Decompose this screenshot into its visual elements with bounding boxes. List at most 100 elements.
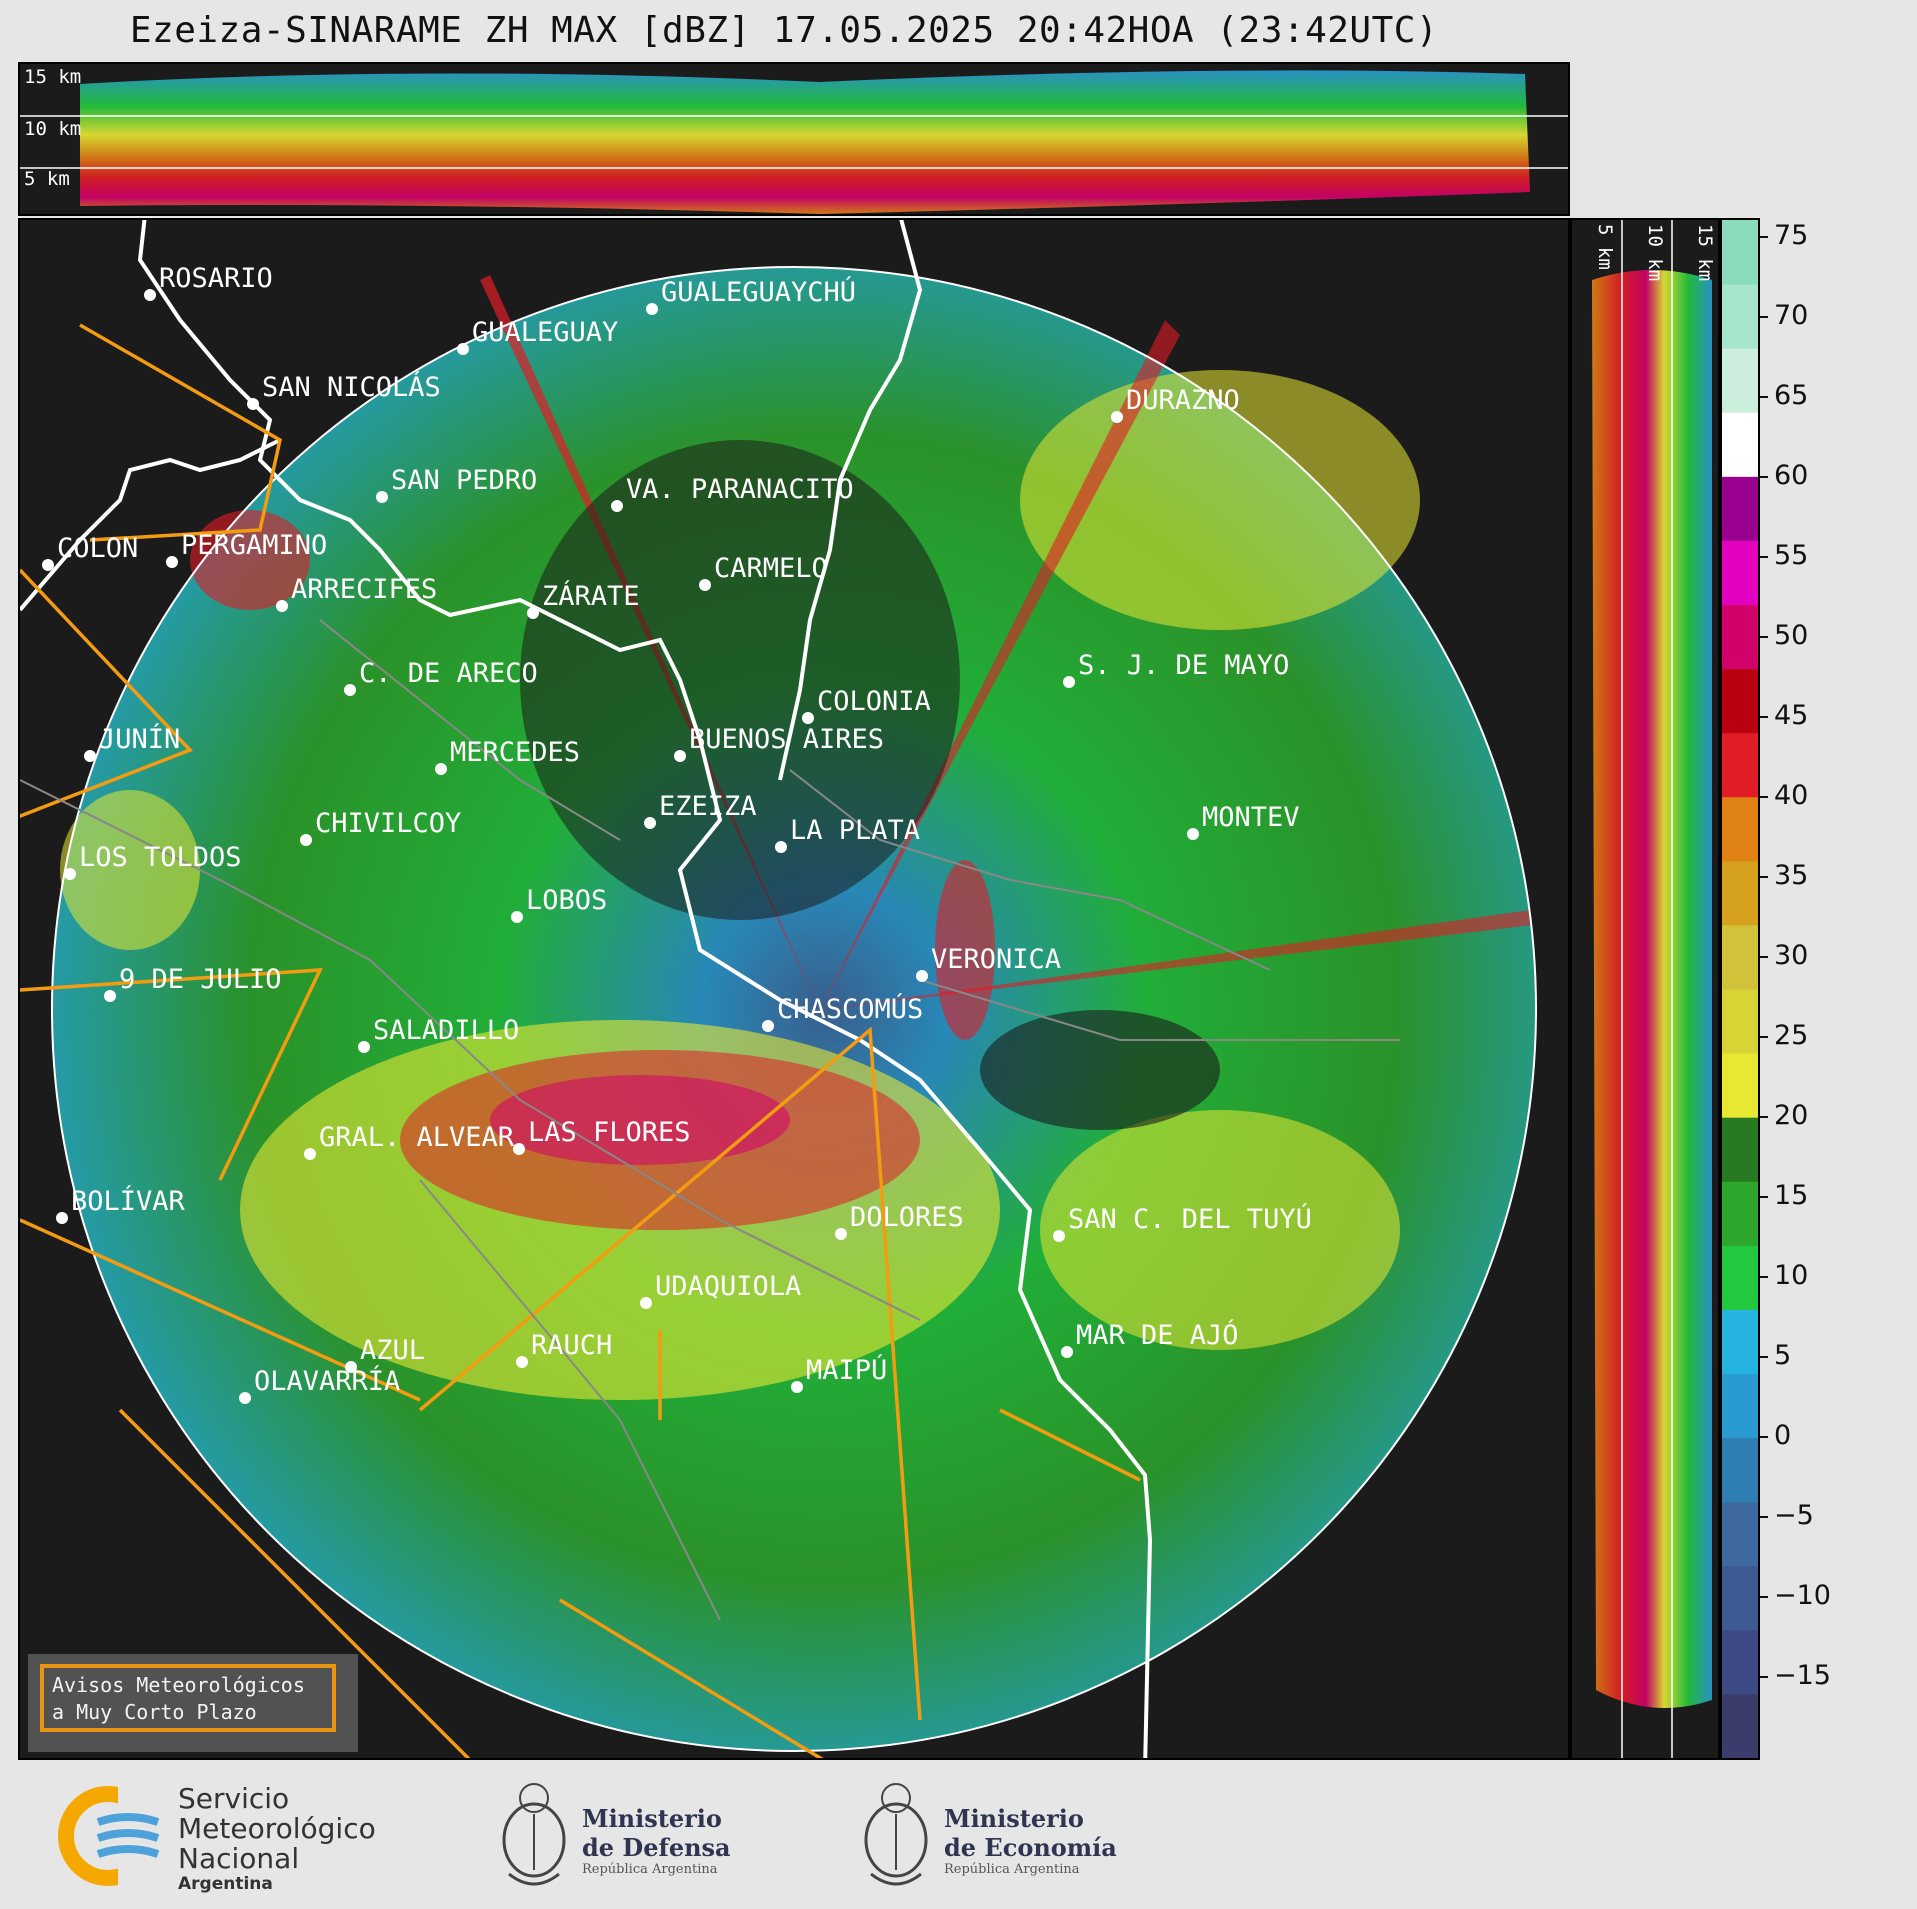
smn-line-1: Servicio	[178, 1782, 290, 1815]
city-dot-san-nicolas	[247, 398, 259, 410]
tick-label: 0	[1774, 1420, 1792, 1451]
city-dot-rauch	[516, 1356, 528, 1368]
tick-label: 65	[1774, 380, 1809, 411]
defensa-line-1: Ministerio	[582, 1804, 722, 1833]
tick-label: 40	[1774, 780, 1809, 811]
colorbar-segment	[1722, 1181, 1758, 1246]
colorbar-segment	[1722, 924, 1758, 990]
tick-label: 50	[1774, 620, 1809, 651]
tick-label: 35	[1774, 860, 1809, 891]
city-dot-gualeguaychu	[646, 303, 658, 315]
city-label-veronica: VERONICA	[931, 944, 1061, 975]
city-dot-chivilcoy	[300, 834, 312, 846]
city-label-buenos-aires: BUENOS AIRES	[689, 724, 884, 755]
city-label-mercedes: MERCEDES	[450, 737, 580, 768]
top-cross-section: 15 km 10 km 5 km	[18, 62, 1570, 216]
city-dot-mercedes	[435, 763, 447, 775]
colorbar-segment	[1722, 1565, 1758, 1631]
colorbar-segment	[1722, 604, 1758, 670]
city-dot-colon	[42, 559, 54, 571]
colorbar-segment	[1722, 1501, 1758, 1567]
city-dot-bolivar	[56, 1212, 68, 1224]
city-label-c-de-areco: C. DE ARECO	[359, 658, 538, 689]
city-label-montev: MONTEV	[1202, 802, 1300, 833]
tick-label: 20	[1774, 1100, 1809, 1131]
city-label-rauch: RAUCH	[531, 1330, 612, 1361]
smn-name: Servicio Meteorológico Nacional Argentin…	[178, 1782, 376, 1895]
tick-mark	[1760, 1676, 1768, 1678]
city-dot-la-plata	[775, 841, 787, 853]
city-label-las-flores: LAS FLORES	[528, 1117, 691, 1148]
colorbar-segment	[1722, 1373, 1758, 1439]
city-dot-gral-alvear	[304, 1148, 316, 1160]
tick-label: −10	[1774, 1580, 1831, 1611]
city-label-maipu: MAIPÚ	[806, 1354, 887, 1386]
legend-line-2: a Muy Corto Plazo	[52, 1700, 257, 1724]
city-dot-saladillo	[358, 1041, 370, 1053]
colorbar-segment	[1722, 1053, 1758, 1118]
city-dot-maipu	[791, 1381, 803, 1393]
tick-label: 70	[1774, 300, 1809, 331]
right-altitude-label-10km: 10 km	[1644, 224, 1666, 282]
city-dot-junin	[84, 750, 96, 762]
city-label-chascomus: CHASCOMÚS	[777, 993, 923, 1025]
city-dot-9-de-julio	[104, 990, 116, 1002]
city-dot-c-de-areco	[344, 684, 356, 696]
city-label-colon: COLON	[57, 533, 138, 564]
economia-name: Ministerio de Economía República Argenti…	[944, 1804, 1117, 1877]
colorbar-segment	[1722, 412, 1758, 477]
tick-label: 15	[1774, 1180, 1809, 1211]
city-label-dolores: DOLORES	[850, 1202, 964, 1233]
city-dot-las-flores	[513, 1143, 525, 1155]
city-label-gualeguay: GUALEGUAY	[472, 317, 618, 348]
city-dot-olavarria	[239, 1392, 251, 1404]
boundary-lines	[20, 220, 1400, 1758]
economia-emblem-icon	[856, 1774, 936, 1899]
tick-mark	[1760, 1196, 1768, 1198]
city-label-gral-alvear: GRAL. ALVEAR	[319, 1122, 515, 1153]
tick-label: −15	[1774, 1660, 1831, 1691]
tick-label: 45	[1774, 700, 1809, 731]
map-title: Ezeiza-SINARAME ZH MAX [dBZ] 17.05.2025 …	[129, 10, 1439, 51]
city-label-chivilcoy: CHIVILCOY	[315, 808, 461, 839]
city-dot-arrecifes	[276, 600, 288, 612]
colorbar-segment	[1722, 1437, 1758, 1503]
city-label-arrecifes: ARRECIFES	[291, 574, 437, 605]
city-label-junin: JUNÍN	[99, 723, 180, 755]
tick-label: −5	[1774, 1500, 1814, 1531]
tick-mark	[1760, 1596, 1768, 1598]
city-dot-dolores	[835, 1228, 847, 1240]
tick-label: 25	[1774, 1020, 1809, 1051]
city-label-mar-de-ajo: MAR DE AJÓ	[1076, 1319, 1239, 1351]
tick-label: 30	[1774, 940, 1809, 971]
defensa-line-2: de Defensa	[582, 1833, 731, 1862]
city-dot-buenos-aires	[674, 750, 686, 762]
legend-line-1: Avisos Meteorológicos	[52, 1673, 305, 1697]
city-label-gualeguaychu: GUALEGUAYCHÚ	[661, 276, 856, 308]
city-dot-gualeguay	[457, 343, 469, 355]
city-dot-rosario	[144, 289, 156, 301]
city-label-s-j-de-mayo: S. J. DE MAYO	[1078, 650, 1289, 681]
city-label-saladillo: SALADILLO	[373, 1015, 519, 1046]
city-dot-durazno	[1111, 411, 1123, 423]
colorbar-segment	[1722, 540, 1758, 605]
top-altitude-label-15km: 15 km	[24, 66, 82, 88]
tick-label: 75	[1774, 220, 1809, 251]
colorbar-segment	[1722, 1245, 1758, 1310]
city-label-olavarria: OLAVARRÍA	[254, 1365, 400, 1397]
radar-map-graphic: ROSARIO GUALEGUAYCHÚ GUALEGUAY SAN NICOLÁS D…	[20, 220, 1537, 1758]
top-altitude-label-5km: 5 km	[24, 168, 70, 190]
right-cross-section-graphic	[1592, 220, 1712, 1758]
radar-range-ring	[51, 266, 1537, 1752]
city-label-durazno: DURAZNO	[1126, 385, 1240, 416]
city-label-9-de-julio: 9 DE JULIO	[119, 964, 282, 995]
tick-mark	[1760, 1356, 1768, 1358]
tick-mark	[1760, 236, 1768, 238]
city-markers: ROSARIO GUALEGUAYCHÚ GUALEGUAY SAN NICOLÁS D…	[42, 263, 1312, 1404]
right-altitude-label-15km: 15 km	[1694, 224, 1716, 282]
defensa-name: Ministerio de Defensa República Argentin…	[582, 1804, 731, 1877]
city-dot-san-c-del-tuyu	[1053, 1230, 1065, 1242]
colorbar-graphic	[1722, 220, 1758, 1759]
city-label-udaquiola: UDAQUIOLA	[655, 1271, 801, 1302]
right-altitude-label-5km: 5 km	[1594, 224, 1616, 270]
